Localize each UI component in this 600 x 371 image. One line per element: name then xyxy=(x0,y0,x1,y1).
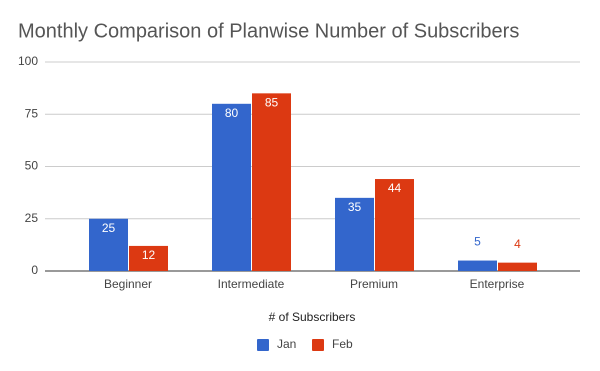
bar xyxy=(335,197,374,271)
x-tick-label: Beginner xyxy=(104,277,152,291)
data-label: 44 xyxy=(388,181,402,195)
legend-swatch xyxy=(257,339,269,351)
x-tick-label: Intermediate xyxy=(218,277,285,291)
data-label: 4 xyxy=(514,237,521,251)
data-label: 12 xyxy=(142,248,156,262)
data-label: 85 xyxy=(265,96,279,110)
data-label: 5 xyxy=(474,235,481,249)
legend-label: Feb xyxy=(332,337,353,351)
y-tick-label: 50 xyxy=(25,159,39,173)
legend-swatch xyxy=(312,339,324,351)
x-tick-label: Enterprise xyxy=(470,277,525,291)
data-label: 25 xyxy=(102,221,116,235)
bar xyxy=(89,218,128,271)
y-tick-label: 100 xyxy=(18,54,38,68)
bar xyxy=(252,93,291,271)
chart-title: Monthly Comparison of Planwise Number of… xyxy=(18,20,519,42)
bar xyxy=(498,262,537,271)
y-tick-label: 75 xyxy=(25,106,39,120)
y-tick-label: 25 xyxy=(25,211,39,225)
bar xyxy=(458,260,497,271)
bar xyxy=(129,245,168,271)
x-tick-label: Premium xyxy=(350,277,398,291)
data-label: 80 xyxy=(225,106,239,120)
y-tick-label: 0 xyxy=(31,263,38,277)
x-axis-label: # of Subscribers xyxy=(269,310,356,324)
data-label: 35 xyxy=(348,200,362,214)
bar xyxy=(375,179,414,271)
bar xyxy=(212,103,251,271)
legend-label: Jan xyxy=(277,337,296,351)
